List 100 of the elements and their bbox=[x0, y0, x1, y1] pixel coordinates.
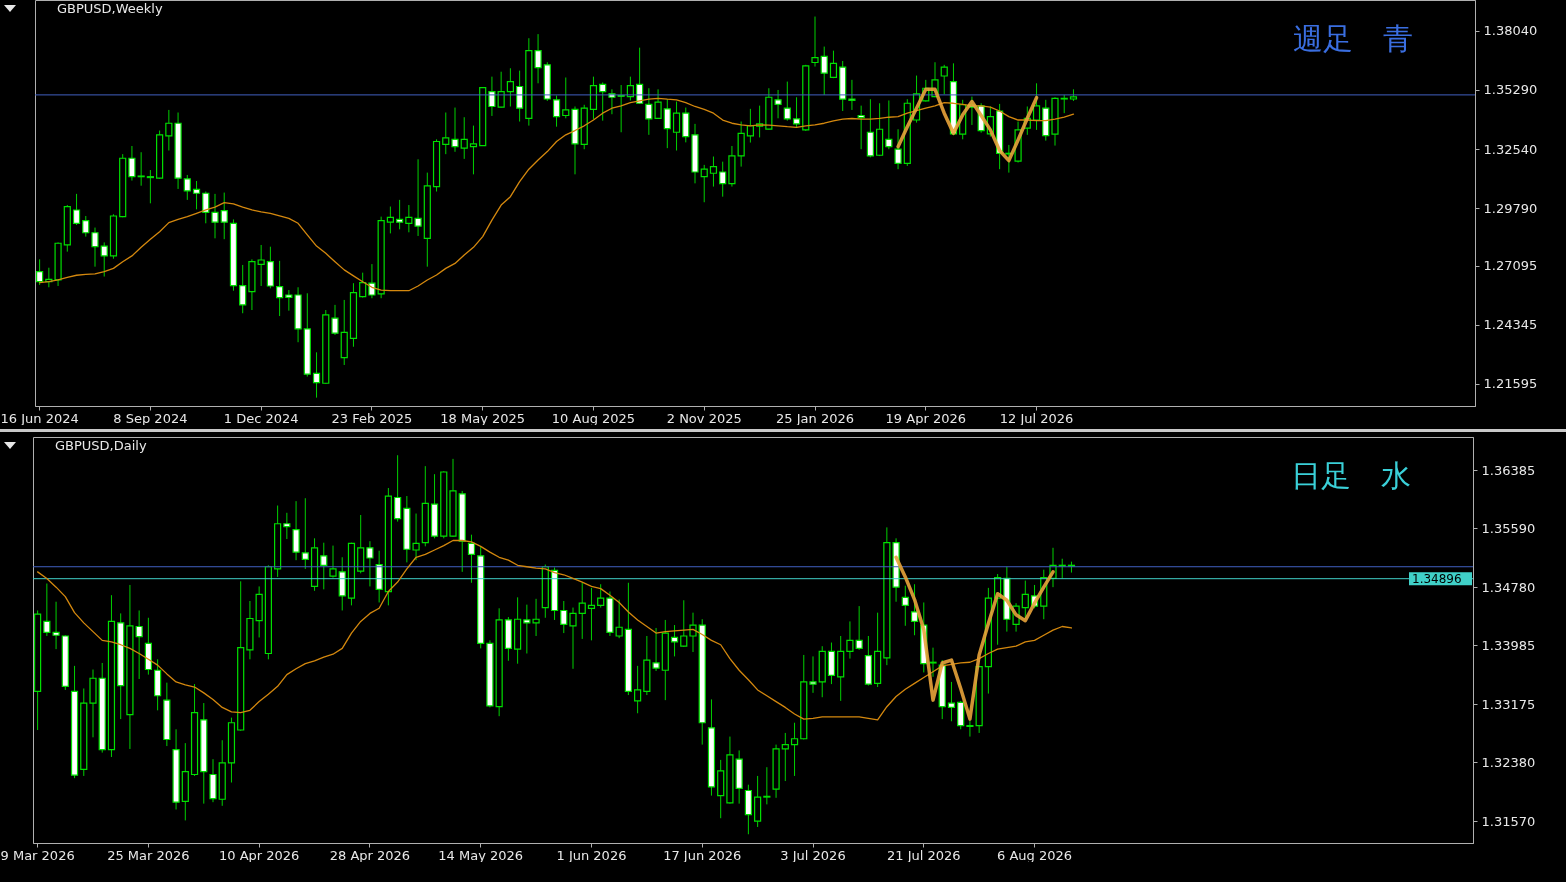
x-tick-label: 17 Jun 2026 bbox=[663, 847, 742, 863]
candlestick bbox=[885, 99, 893, 150]
candlestick bbox=[820, 46, 828, 96]
candlestick bbox=[848, 79, 856, 111]
x-tick-label: 19 Apr 2026 bbox=[885, 410, 966, 426]
candlestick bbox=[792, 96, 801, 128]
y-tick-label: 1.32540 bbox=[1483, 141, 1538, 157]
candlestick bbox=[91, 227, 99, 268]
y-tick-label: 1.33985 bbox=[1481, 637, 1536, 653]
x-tick-label: 8 Sep 2024 bbox=[113, 410, 188, 426]
ref-line-label: 1.34896 bbox=[1412, 571, 1462, 586]
candlestick bbox=[645, 87, 653, 136]
candlestick bbox=[239, 264, 247, 314]
text: 週足 青 bbox=[1293, 21, 1413, 56]
y-tick-label: 1.33175 bbox=[1481, 696, 1536, 712]
candlestick bbox=[901, 585, 909, 627]
text: 日足 水 bbox=[1291, 458, 1411, 493]
candlestick bbox=[451, 107, 459, 153]
candlestick bbox=[43, 583, 51, 637]
candlestick bbox=[532, 598, 540, 637]
x-tick-label: 10 Apr 2026 bbox=[218, 847, 300, 863]
chart-title: GBPUSD,Weekly bbox=[57, 1, 163, 16]
candlestick bbox=[285, 289, 293, 312]
y-tick-label: 1.35290 bbox=[1483, 82, 1538, 98]
candlestick bbox=[534, 33, 542, 84]
x-tick-label: 14 May 2026 bbox=[438, 847, 524, 863]
candlestick bbox=[929, 647, 937, 678]
candlestick bbox=[460, 116, 468, 160]
candlestick bbox=[128, 145, 136, 182]
candlestick bbox=[469, 125, 478, 175]
x-tick-label: 18 May 2025 bbox=[440, 410, 526, 426]
candlestick bbox=[276, 260, 284, 317]
candlestick bbox=[1060, 94, 1068, 114]
candlestick bbox=[857, 105, 865, 150]
candlestick bbox=[682, 107, 690, 143]
x-tick-label: 9 Mar 2026 bbox=[0, 847, 75, 863]
candlestick bbox=[940, 64, 948, 95]
candlestick bbox=[809, 655, 817, 694]
candlestick bbox=[966, 720, 974, 738]
candlestick bbox=[947, 681, 956, 722]
candlestick bbox=[442, 112, 450, 155]
candlestick bbox=[414, 158, 422, 237]
candlestick bbox=[394, 454, 402, 523]
y-tick-label: 1.29790 bbox=[1483, 200, 1538, 216]
candlestick bbox=[52, 601, 60, 650]
candlestick bbox=[523, 604, 531, 654]
candlestick bbox=[634, 665, 642, 714]
candlestick bbox=[386, 206, 394, 234]
line-series bbox=[36, 539, 1073, 721]
y-tick-label: 1.32380 bbox=[1481, 754, 1536, 770]
candlestick bbox=[587, 587, 596, 641]
x-tick-label: 12 Jul 2026 bbox=[999, 410, 1074, 426]
candlestick bbox=[569, 607, 577, 670]
candlestick bbox=[746, 108, 754, 144]
candlestick bbox=[560, 600, 568, 634]
x-tick-label: 16 Jun 2024 bbox=[0, 410, 79, 426]
candlestick bbox=[257, 244, 265, 287]
candlestick bbox=[672, 101, 681, 152]
candlestick bbox=[211, 193, 219, 239]
y-tick-label: 1.34780 bbox=[1481, 579, 1536, 595]
candlestick bbox=[320, 542, 328, 590]
candlestick bbox=[599, 81, 607, 122]
candlestick bbox=[680, 599, 688, 648]
candlestick bbox=[737, 121, 745, 168]
candlestick bbox=[811, 16, 819, 68]
candlestick bbox=[783, 81, 791, 122]
candlestick bbox=[1032, 82, 1041, 131]
x-tick-label: 2 Nov 2025 bbox=[666, 410, 742, 426]
candlestick bbox=[957, 700, 965, 730]
y-tick-label: 1.31570 bbox=[1481, 813, 1536, 829]
candlestick bbox=[790, 722, 799, 777]
candlestick bbox=[719, 161, 727, 198]
candlestick bbox=[183, 174, 191, 201]
x-tick-label: 21 Jul 2026 bbox=[886, 847, 961, 863]
x-tick-label: 1 Dec 2024 bbox=[223, 410, 299, 426]
candlestick bbox=[597, 583, 605, 609]
candlestick bbox=[283, 512, 291, 540]
candlestick bbox=[366, 540, 374, 587]
candlestick bbox=[488, 76, 496, 117]
candlestick bbox=[516, 70, 524, 123]
candlestick bbox=[135, 609, 143, 680]
candlestick bbox=[301, 497, 309, 570]
x-tick-label: 25 Jan 2026 bbox=[776, 410, 854, 426]
candlestick bbox=[368, 263, 376, 299]
candlestick bbox=[146, 169, 154, 204]
x-tick-label: 1 Jun 2026 bbox=[556, 847, 627, 863]
candlestick bbox=[774, 89, 782, 119]
y-tick-label: 1.35590 bbox=[1481, 520, 1536, 536]
candlestick bbox=[589, 76, 598, 120]
x-tick-label: 25 Mar 2026 bbox=[107, 847, 190, 863]
candlestick bbox=[552, 95, 561, 128]
candlestick bbox=[894, 128, 902, 170]
candlestick bbox=[763, 766, 771, 805]
candlestick bbox=[781, 732, 789, 782]
candlestick bbox=[292, 500, 300, 561]
candlestick bbox=[396, 199, 404, 230]
candlestick bbox=[359, 272, 367, 299]
chart-title: GBPUSD,Daily bbox=[55, 438, 147, 453]
candlestick bbox=[329, 545, 337, 579]
candlestick bbox=[855, 605, 863, 651]
